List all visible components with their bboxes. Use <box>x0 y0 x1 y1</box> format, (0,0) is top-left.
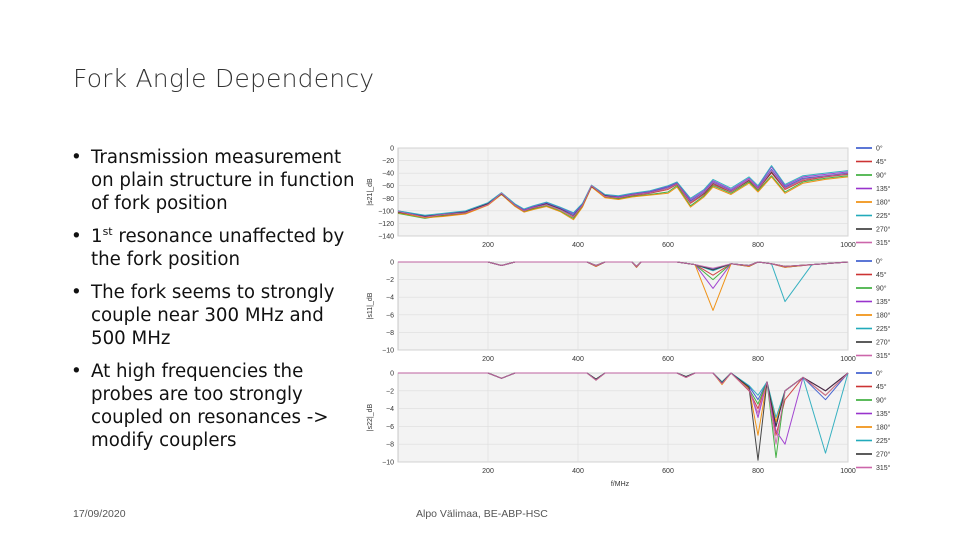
legend-label: 90° <box>876 397 887 405</box>
y-axis-label: |s21|_dB <box>367 178 374 206</box>
x-tick-label: 200 <box>482 356 494 363</box>
legend-label: 270° <box>876 339 891 347</box>
y-tick-label: 0 <box>390 371 394 378</box>
legend-label: 0° <box>876 370 883 378</box>
y-axis-label: |s11|_dB <box>367 292 374 319</box>
x-tick-label: 600 <box>662 468 674 475</box>
y-tick-label: −6 <box>386 424 394 431</box>
legend-label: 225° <box>876 437 891 445</box>
legend-label: 90° <box>876 285 887 293</box>
y-tick-label: −100 <box>378 208 394 215</box>
y-axis-label: |s22|_dB <box>367 403 374 431</box>
bullet-text: Transmission measurement on plain struct… <box>91 147 355 214</box>
x-tick-label: 400 <box>572 356 584 363</box>
legend-label: 270° <box>876 451 891 459</box>
plot-area <box>397 147 849 237</box>
bullet-item: • The fork seems to strongly couple near… <box>71 281 361 350</box>
y-tick-label: −120 <box>378 221 394 228</box>
x-tick-label: 200 <box>482 242 494 249</box>
plot-panel <box>397 372 849 463</box>
legend-label: 90° <box>876 172 887 180</box>
slide-title: Fork Angle Dependency <box>73 64 375 93</box>
bullet-dot: • <box>71 147 82 168</box>
series-line <box>397 170 849 218</box>
y-tick-label: −40 <box>382 171 394 178</box>
legend-label: 45° <box>876 158 887 166</box>
legend-label: 315° <box>876 464 891 472</box>
x-tick-label: 400 <box>572 242 584 249</box>
y-tick-label: −4 <box>386 406 394 413</box>
x-tick-label: 800 <box>752 242 764 249</box>
y-tick-label: −4 <box>386 295 394 302</box>
y-tick-label: −140 <box>378 234 394 241</box>
bullet-dot: • <box>71 226 82 247</box>
x-tick-label: 800 <box>752 356 764 363</box>
y-tick-label: −8 <box>386 330 394 337</box>
bullet-text-sup: st <box>102 224 113 238</box>
bullet-dot: • <box>71 282 82 303</box>
plot-panel <box>397 147 849 237</box>
x-tick-label: 1000 <box>840 242 856 249</box>
bullet-text: At high frequencies the probes are too s… <box>91 361 329 451</box>
x-tick-label: 800 <box>752 468 764 475</box>
plot-panel <box>397 261 849 351</box>
legend-label: 45° <box>876 271 887 279</box>
bullet-item: • 1st resonance unaffected by the fork po… <box>71 225 361 271</box>
legend-label: 225° <box>876 212 891 220</box>
series-line <box>397 165 849 216</box>
y-tick-label: 0 <box>390 260 394 267</box>
bullet-text-post: resonance unaffected by the fork positio… <box>91 226 345 270</box>
legend-label: 315° <box>876 352 891 360</box>
legend-label: 135° <box>876 298 891 306</box>
y-tick-label: −2 <box>386 277 394 284</box>
y-tick-label: −10 <box>382 460 394 467</box>
legend-label: 315° <box>876 239 891 247</box>
footer-author: Alpo Välimaa, BE-ABP-HSC <box>416 508 548 520</box>
x-tick-label: 600 <box>662 242 674 249</box>
y-tick-label: −6 <box>386 312 394 319</box>
legend-label: 225° <box>876 325 891 333</box>
y-tick-label: −8 <box>386 442 394 449</box>
legend-label: 270° <box>876 226 891 234</box>
bullet-list: • Transmission measurement on plain struc… <box>71 146 361 462</box>
x-axis-label: f/MHz <box>611 481 630 488</box>
x-tick-label: 1000 <box>840 356 856 363</box>
bullet-dot: • <box>71 361 82 382</box>
x-tick-label: 400 <box>572 468 584 475</box>
legend-label: 0° <box>876 258 883 266</box>
legend-label: 45° <box>876 383 887 391</box>
y-tick-label: −10 <box>382 348 394 355</box>
footer-date: 17/09/2020 <box>73 508 126 520</box>
legend-label: 0° <box>876 145 883 153</box>
x-tick-label: 600 <box>662 356 674 363</box>
y-tick-label: 0 <box>390 146 394 153</box>
legend-label: 135° <box>876 410 891 418</box>
y-tick-label: −60 <box>382 183 394 190</box>
x-tick-label: 200 <box>482 468 494 475</box>
bullet-text-pre: 1 <box>91 226 103 247</box>
y-tick-label: −80 <box>382 196 394 203</box>
y-tick-label: −2 <box>386 388 394 395</box>
series-line <box>398 261 849 269</box>
legend-label: 180° <box>876 312 891 320</box>
y-tick-label: −20 <box>382 158 394 165</box>
bullet-item: • At high frequencies the probes are too … <box>71 360 361 452</box>
legend-label: 135° <box>876 185 891 193</box>
legend-label: 180° <box>876 424 891 432</box>
legend-label: 180° <box>876 199 891 207</box>
bullet-text: The fork seems to strongly couple near 3… <box>91 282 335 349</box>
series-line <box>398 372 849 445</box>
bullet-item: • Transmission measurement on plain struc… <box>71 146 361 215</box>
plot-area <box>397 261 849 351</box>
x-tick-label: 1000 <box>840 468 856 475</box>
